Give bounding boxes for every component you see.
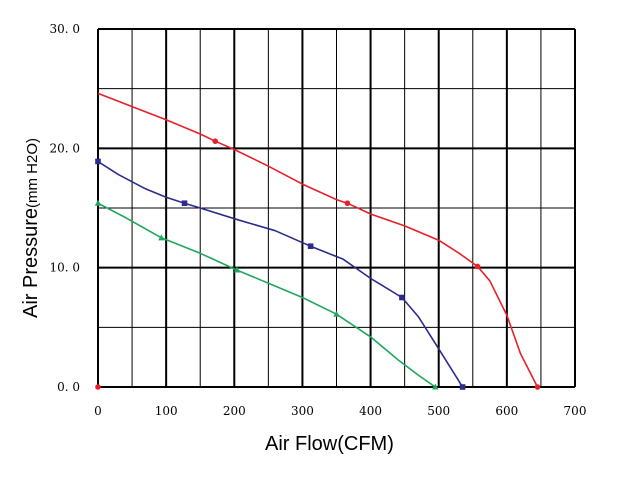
x-tick-label: 700 [564,404,587,418]
y-axis-title: Air Pressure(mm H2O) [20,138,42,318]
series-line-2 [97,160,464,388]
x-tick-label: 400 [359,404,382,418]
x-tick-label: 200 [223,404,246,418]
y-axis-unit: (mm H2O) [24,138,41,208]
y-tick-label: 0. 0 [57,380,80,394]
series-3-marker [233,266,241,273]
y-tick-label: 10. 0 [49,261,80,275]
series-2-marker [181,200,188,207]
series-3-marker [333,310,340,317]
x-tick-label: 500 [427,404,450,418]
x-tick-label: 300 [291,404,314,418]
series-1-marker [95,384,101,390]
series-3-marker [158,234,165,241]
series-2-marker [95,158,101,165]
series-3-marker [94,199,102,206]
x-axis-unit: (CFM) [337,433,394,455]
series-1-marker [474,263,481,270]
series-line-3 [97,202,436,388]
series-2-marker [307,243,314,249]
grid [97,28,576,388]
x-tick-label: 600 [495,404,518,418]
series-2-marker [399,294,405,301]
series-1-marker [212,138,219,144]
series-3-marker [432,383,439,390]
series-1-marker [344,200,351,207]
series-2-marker [459,384,466,390]
y-tick-label: 20. 0 [49,141,80,155]
x-tick-label: 100 [155,404,178,418]
series-1-marker [534,384,541,390]
ticks: 0 100 200 300 400 500 600 700 0. 0 10. 0 20. 0 30. … [49,22,586,418]
x-tick-label: 0 [94,404,102,418]
series-group [94,92,541,390]
y-tick-label: 30. 0 [49,22,80,36]
x-axis-title: Air Flow(CFM) [265,433,394,455]
